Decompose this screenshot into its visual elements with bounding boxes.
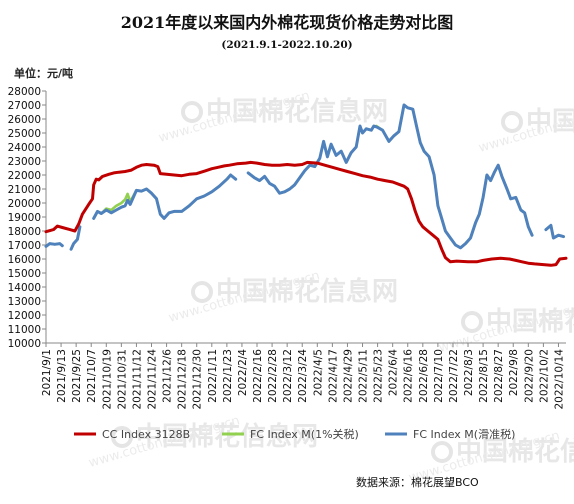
svg-text:中国棉花信息网: 中国棉花信息网 bbox=[456, 436, 574, 467]
x-tick-label: 2022/4/29 bbox=[342, 349, 354, 403]
x-tick-label: 2021/9/25 bbox=[71, 349, 83, 403]
x-tick-label: 2021/9/13 bbox=[56, 349, 68, 403]
chart-title: 2021年度以来国内外棉花现货价格走势对比图 bbox=[121, 13, 454, 32]
x-tick-label: 2022/6/16 bbox=[403, 349, 415, 403]
legend-label: FC Index M(1%关税) bbox=[250, 427, 359, 441]
x-tick-label: 2021/12/30 bbox=[192, 349, 204, 410]
y-tick-label: 12000 bbox=[8, 310, 41, 322]
y-tick-label: 14000 bbox=[8, 282, 41, 294]
series-line-3 bbox=[44, 103, 565, 251]
y-tick-label: 26000 bbox=[8, 114, 41, 126]
y-tick-label: 22000 bbox=[8, 170, 41, 182]
x-tick-label: 2022/10/14 bbox=[553, 349, 565, 410]
legend-label: FC Index M(滑准税) bbox=[413, 427, 515, 441]
svg-text:中国棉花信息网: 中国棉花信息网 bbox=[486, 306, 574, 337]
y-tick-label: 16000 bbox=[8, 254, 41, 266]
x-tick-label: 2022/8/15 bbox=[478, 349, 490, 403]
y-tick-label: 11000 bbox=[8, 324, 41, 336]
x-tick-label: 2021/9/1 bbox=[41, 349, 53, 396]
x-tick-label: 2022/8/27 bbox=[493, 349, 505, 403]
x-tick-label: 2022/7/22 bbox=[448, 349, 460, 403]
x-tick-label: 2021/10/31 bbox=[116, 349, 128, 410]
y-tick-label: 24000 bbox=[8, 142, 41, 154]
x-tick-label: 2022/8/3 bbox=[463, 349, 475, 396]
x-tick-label: 2022/2/28 bbox=[267, 349, 279, 403]
y-tick-label: 28000 bbox=[8, 86, 41, 98]
y-tick-label: 23000 bbox=[8, 156, 41, 168]
y-tick-label: 13000 bbox=[8, 296, 41, 308]
x-tick-label: 2022/5/23 bbox=[373, 349, 385, 403]
x-tick-label: 2022/6/28 bbox=[418, 349, 430, 403]
svg-text:中国棉花信息网: 中国棉花信息网 bbox=[206, 96, 388, 127]
x-tick-label: 2022/9/8 bbox=[508, 349, 520, 396]
y-tick-label: 19000 bbox=[8, 212, 41, 224]
svg-text:中国棉花信息网: 中国棉花信息网 bbox=[216, 276, 398, 307]
y-axis-unit-label: 单位：元/吨 bbox=[14, 66, 73, 80]
x-tick-label: 2022/2/16 bbox=[252, 349, 264, 403]
data-source-note: 数据来源：棉花展望BCO bbox=[356, 475, 479, 489]
y-tick-label: 18000 bbox=[8, 226, 41, 238]
x-tick-label: 2022/10/2 bbox=[538, 349, 550, 403]
x-tick-label: 2022/4/5 bbox=[312, 349, 324, 396]
chart-subtitle: (2021.9.1-2022.10.20) bbox=[221, 39, 352, 51]
x-tick-label: 2021/12/6 bbox=[162, 349, 174, 403]
series-line-1 bbox=[44, 160, 568, 267]
x-tick-label: 2022/7/10 bbox=[433, 349, 445, 403]
y-tick-label: 27000 bbox=[8, 100, 41, 112]
x-tick-label: 2021/10/7 bbox=[86, 349, 98, 403]
x-tick-label: 2021/12/18 bbox=[177, 349, 189, 410]
x-tick-label: 2022/2/4 bbox=[237, 349, 249, 396]
y-tick-label: 10000 bbox=[8, 338, 41, 350]
x-tick-label: 2021/11/24 bbox=[147, 349, 159, 410]
y-tick-label: 17000 bbox=[8, 240, 41, 252]
svg-text:中国棉花信息网: 中国棉花信息网 bbox=[526, 106, 574, 137]
y-tick-label: 21000 bbox=[8, 184, 41, 196]
x-tick-label: 2022/1/23 bbox=[222, 349, 234, 403]
legend-label: CC Index 3128B bbox=[102, 428, 190, 441]
y-tick-label: 20000 bbox=[8, 198, 41, 210]
y-tick-label: 15000 bbox=[8, 268, 41, 280]
x-tick-label: 2021/11/12 bbox=[131, 349, 143, 410]
x-tick-label: 2022/9/20 bbox=[523, 349, 535, 403]
x-tick-label: 2021/10/19 bbox=[101, 349, 113, 410]
y-tick-label: 25000 bbox=[8, 128, 41, 140]
x-tick-label: 2022/1/11 bbox=[207, 349, 219, 403]
x-tick-label: 2022/6/4 bbox=[388, 349, 400, 396]
x-tick-label: 2022/4/17 bbox=[327, 349, 339, 403]
plot-area bbox=[44, 103, 568, 267]
x-axis: 2021/9/1 2021/9/13 2021/9/25 2021/10/7 2021/… bbox=[41, 342, 566, 410]
y-axis: 10000 11000 12000 13000 14000 15000 16000 17000… bbox=[8, 86, 47, 350]
svg-text:中国棉花信息网: 中国棉花信息网 bbox=[136, 421, 318, 452]
x-tick-label: 2022/3/12 bbox=[282, 349, 294, 403]
legend: CC Index 3128B FC Index M(1%关税) FC Index M… bbox=[74, 427, 515, 441]
x-tick-label: 2022/3/24 bbox=[297, 349, 309, 403]
x-tick-label: 2022/5/11 bbox=[358, 349, 370, 403]
